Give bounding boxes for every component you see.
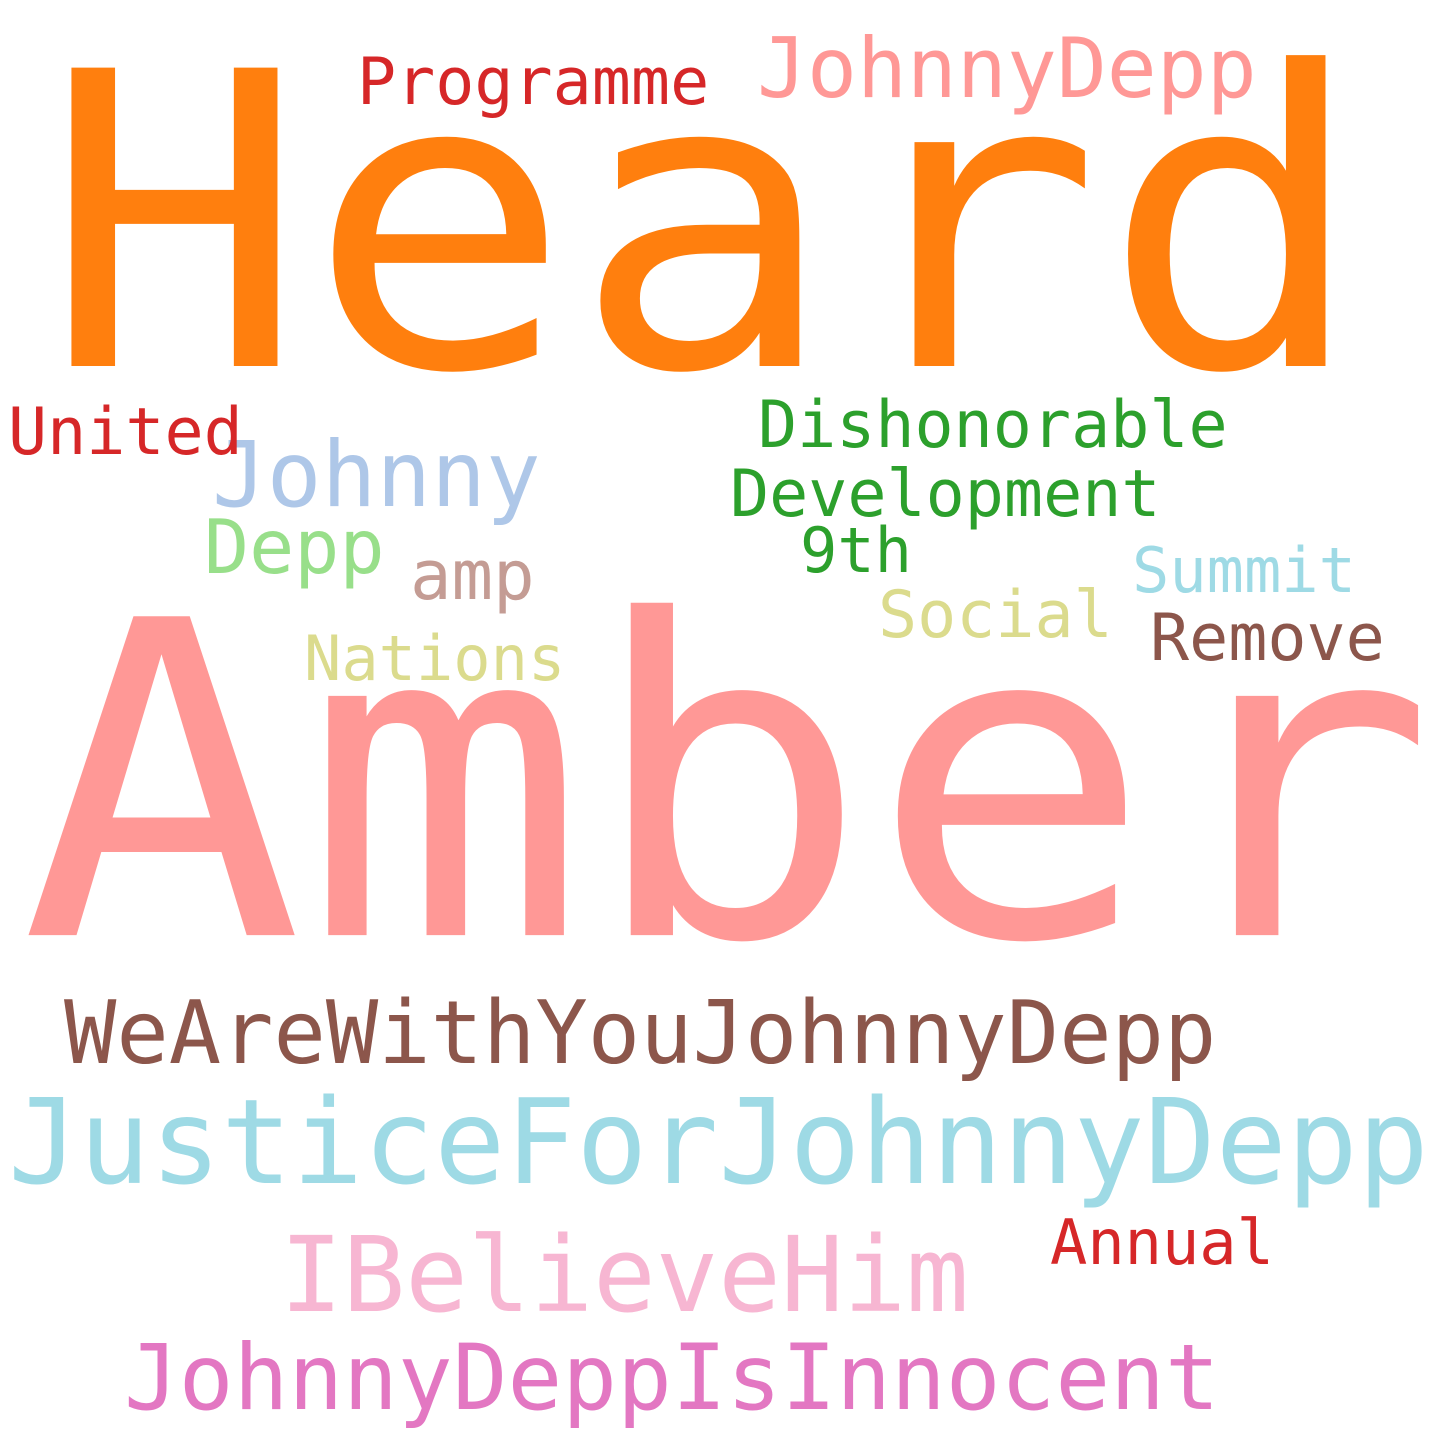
word-summit: Summit (1132, 534, 1356, 607)
word-dishonorable: Dishonorable (758, 388, 1228, 463)
word-united: United (8, 395, 243, 470)
word-annual: Annual (1050, 1206, 1274, 1279)
word-depp: Depp (204, 503, 385, 591)
word-ibelievehim: IBelieveHim (280, 1214, 969, 1336)
word-johnnydeppisinnocent: JohnnyDeppIsInnocent (124, 1326, 1220, 1431)
word-amber: Amber (20, 528, 1436, 1039)
word-programme: Programme (357, 45, 710, 120)
word-amp: amp (410, 536, 535, 616)
word-development: Development (730, 457, 1161, 532)
word-johnnydepp: JohnnyDepp (757, 20, 1257, 117)
word-social: Social (878, 578, 1113, 653)
word-wearewithyoujohnnydepp: WeAreWithYouJohnnyDepp (64, 982, 1217, 1084)
word-nations: Nations (304, 622, 566, 695)
word-johnny: Johnny (212, 423, 541, 528)
word-remove: Remove (1150, 601, 1385, 676)
word-justiceforjohnnydepp: JusticeForJohnnyDepp (8, 1073, 1429, 1211)
word-heard: Heard (42, 0, 1367, 463)
word-9th: 9th (800, 514, 912, 587)
